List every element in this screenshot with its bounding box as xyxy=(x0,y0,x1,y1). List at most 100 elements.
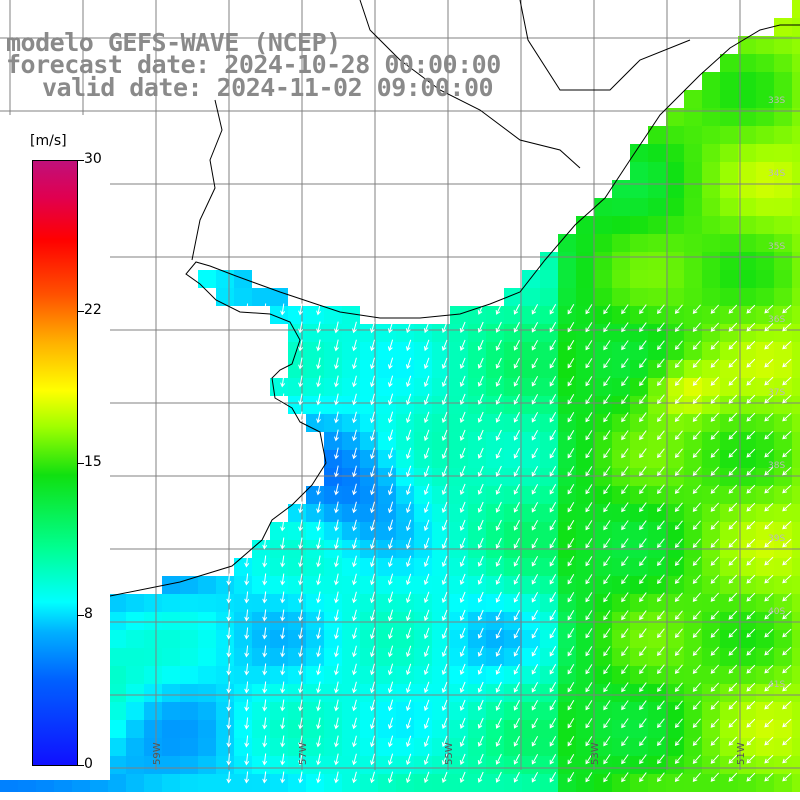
wind-cell xyxy=(792,270,800,288)
wind-cell xyxy=(558,324,576,342)
wind-arrow xyxy=(692,592,701,602)
wind-cell xyxy=(270,666,288,684)
wind-cell xyxy=(342,612,360,630)
wind-arrow xyxy=(477,465,484,477)
wind-cell xyxy=(360,360,378,378)
wind-arrow xyxy=(746,322,756,332)
wind-arrow xyxy=(728,538,738,548)
wind-arrow xyxy=(298,663,304,676)
wind-arrow xyxy=(352,717,357,730)
wind-cell xyxy=(504,360,522,378)
wind-cell xyxy=(720,468,738,486)
wind-arrow xyxy=(549,717,557,729)
wind-arrow xyxy=(441,447,448,459)
wind-cell xyxy=(792,0,800,18)
wind-arrow xyxy=(746,466,756,476)
wind-cell xyxy=(270,576,288,594)
wind-arrow xyxy=(692,322,701,332)
wind-cell xyxy=(756,252,774,270)
wind-arrow xyxy=(531,393,539,405)
wind-arrow xyxy=(639,736,647,747)
wind-cell xyxy=(504,468,522,486)
wind-arrow xyxy=(531,339,539,351)
wind-arrow xyxy=(334,447,339,460)
wind-arrow xyxy=(226,699,232,712)
wind-cell xyxy=(306,666,324,684)
wind-cell xyxy=(666,774,684,792)
wind-arrow xyxy=(764,358,774,368)
wind-cell xyxy=(576,432,594,450)
wind-arrow xyxy=(639,412,647,423)
wind-arrow xyxy=(513,681,520,693)
wind-arrow xyxy=(567,772,575,783)
wind-arrow xyxy=(567,430,575,441)
wind-cell xyxy=(198,630,216,648)
wind-cell xyxy=(522,360,540,378)
wind-cell xyxy=(720,576,738,594)
wind-arrow xyxy=(746,556,756,566)
wind-arrow xyxy=(405,573,412,586)
wind-cell xyxy=(198,648,216,666)
wind-arrow xyxy=(639,772,647,783)
wind-arrow xyxy=(603,646,611,657)
wind-cell xyxy=(666,252,684,270)
wind-arrow xyxy=(567,574,575,585)
wind-arrow xyxy=(441,375,448,387)
wind-arrow xyxy=(656,772,665,783)
wind-arrow xyxy=(298,573,304,586)
wind-cell xyxy=(540,504,558,522)
wind-cell xyxy=(756,702,774,720)
wind-cell xyxy=(720,486,738,504)
wind-cell xyxy=(432,576,450,594)
wind-cell xyxy=(450,558,468,576)
wind-arrow xyxy=(585,700,593,711)
wind-arrow xyxy=(405,537,412,550)
wind-arrow xyxy=(710,610,720,620)
wind-cell xyxy=(180,702,198,720)
wind-cell xyxy=(162,630,180,648)
tick-mark xyxy=(78,615,84,616)
wind-arrow xyxy=(387,699,394,712)
wind-cell xyxy=(504,414,522,432)
wind-arrow xyxy=(728,718,738,728)
wind-cell xyxy=(792,378,800,396)
wind-cell xyxy=(234,648,252,666)
wind-arrow xyxy=(477,393,484,405)
wind-cell xyxy=(306,522,324,540)
wind-arrow xyxy=(244,753,250,766)
wind-cell xyxy=(720,342,738,360)
wind-arrow xyxy=(692,466,701,476)
wind-arrow xyxy=(585,556,593,567)
wind-cell xyxy=(144,684,162,702)
wind-arrow xyxy=(728,556,738,566)
wind-arrow xyxy=(298,681,304,694)
wind-cell xyxy=(342,756,360,774)
wind-cell xyxy=(684,522,702,540)
wind-arrow xyxy=(495,627,502,639)
wind-arrow xyxy=(567,700,575,711)
wind-arrow xyxy=(334,501,339,514)
wind-cell xyxy=(594,288,612,306)
wind-arrow xyxy=(387,735,394,748)
wind-arrow xyxy=(674,736,683,746)
wind-arrow xyxy=(674,628,683,638)
wind-cell xyxy=(666,630,684,648)
wind-cell xyxy=(792,450,800,468)
wind-cell xyxy=(702,414,720,432)
wind-arrow xyxy=(639,610,647,621)
wind-cell xyxy=(216,756,234,774)
wind-cell xyxy=(126,756,144,774)
wind-arrow xyxy=(692,394,701,404)
wind-arrows xyxy=(226,303,792,784)
wind-arrow xyxy=(692,610,701,620)
wind-cell xyxy=(108,774,126,792)
wind-arrow xyxy=(262,645,268,658)
wind-cell xyxy=(450,594,468,612)
wind-cell xyxy=(180,594,198,612)
wind-arrow xyxy=(459,699,466,712)
wind-cell xyxy=(306,504,324,522)
wind-arrow xyxy=(405,321,412,334)
wind-arrow xyxy=(352,537,357,550)
wind-arrow xyxy=(728,394,738,404)
wind-cell xyxy=(792,36,800,54)
